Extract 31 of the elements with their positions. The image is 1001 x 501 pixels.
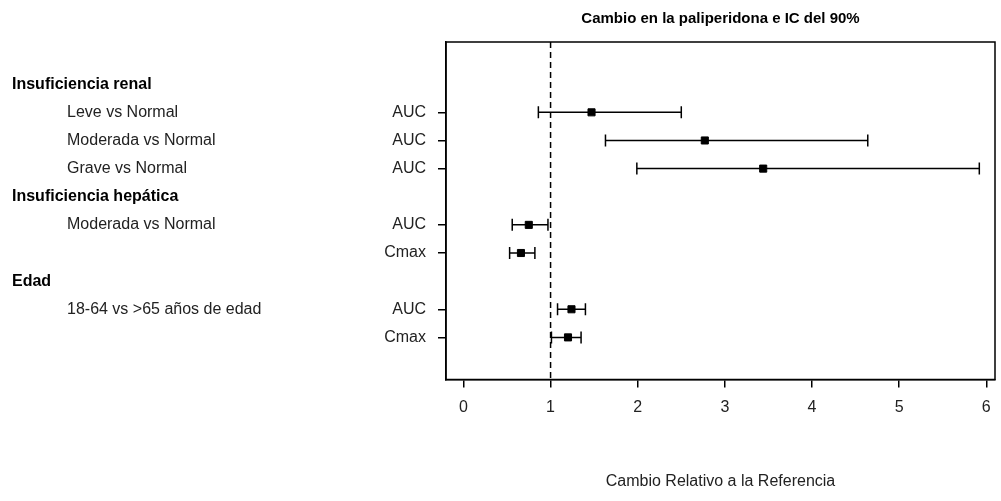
x-axis-title: Cambio Relativo a la Referencia (605, 471, 836, 489)
point (563, 333, 573, 342)
x-tick-label: 2 (633, 397, 643, 415)
y-tick-label: Cmax (384, 243, 426, 261)
x-tick-label: 6 (981, 397, 991, 415)
point (516, 248, 525, 258)
text: Edad (12, 271, 52, 289)
y-tick-label: AUC (392, 299, 426, 317)
point (759, 164, 768, 173)
y-tick-label: Cmax (384, 327, 426, 345)
y-tick-label: AUC (392, 130, 426, 148)
point (587, 108, 596, 117)
text: Insuficiencia hepática (12, 187, 179, 205)
x-tick-label: 3 (720, 397, 730, 415)
x-tick-label: 0 (458, 397, 468, 415)
point (567, 305, 576, 314)
text: Moderada vs Normal (67, 130, 216, 148)
point (524, 220, 533, 229)
text: Grave vs Normal (67, 159, 188, 177)
x-tick-label: 1 (546, 397, 556, 415)
text: 18-64 vs >65 años de edad (67, 299, 262, 317)
text: Insuficiencia renal (12, 74, 152, 92)
chart-title: Cambio en la paliperidona e IC del 90% (581, 9, 860, 27)
x-tick-label: 5 (894, 397, 904, 415)
x-tick-label: 4 (807, 397, 817, 415)
y-tick-label: AUC (392, 159, 426, 177)
text: Moderada vs Normal (67, 215, 216, 233)
text: Leve vs Normal (67, 102, 179, 120)
point (700, 136, 709, 145)
y-tick-label: AUC (392, 102, 426, 120)
y-tick-label: AUC (392, 215, 426, 233)
